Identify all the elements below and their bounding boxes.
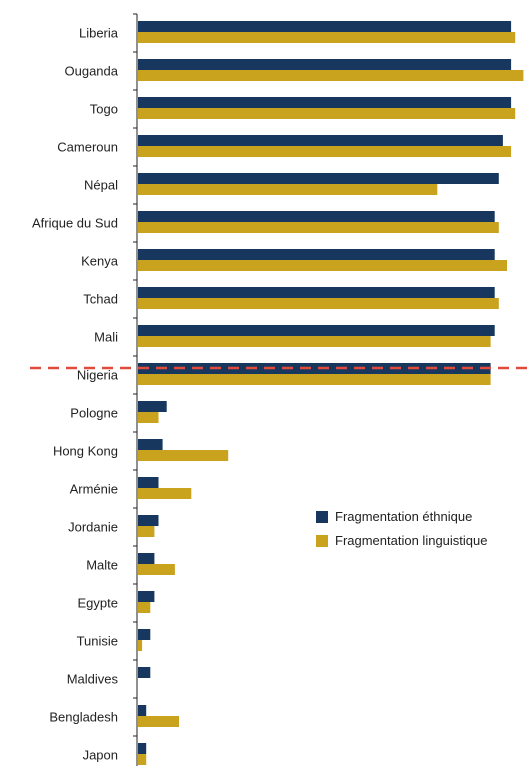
bar-japon-ethnique [138,743,147,754]
bar-afrique-du-sud-linguistique [138,222,499,233]
category-label-maldives: Maldives [67,672,119,687]
bar-tunisie-linguistique [138,640,143,651]
bar-nepal-linguistique [138,184,438,195]
category-label-nigeria: Nigeria [77,368,119,383]
legend-label-ethnique: Fragmentation éthnique [335,509,472,524]
category-label-tchad: Tchad [83,292,118,307]
category-labels: Liberia Ouganda Togo Cameroun Népal Afrique d… [32,26,119,763]
legend-label-linguistique: Fragmentation linguistique [335,533,487,548]
category-label-jordanie: Jordanie [68,520,118,535]
legend-swatch-linguistique [316,535,328,547]
bar-liberia-ethnique [138,21,512,32]
bar-bengladesh-ethnique [138,705,147,716]
bar-pologne-linguistique [138,412,159,423]
category-label-cameroun: Cameroun [57,140,118,155]
legend-swatch-ethnique [316,511,328,523]
category-label-japon: Japon [83,748,118,763]
bar-tchad-ethnique [138,287,495,298]
bar-malte-ethnique [138,553,155,564]
legend: Fragmentation éthnique Fragmentation lin… [316,509,487,548]
bar-togo-ethnique [138,97,512,108]
category-label-bengladesh: Bengladesh [49,710,118,725]
bar-egypte-linguistique [138,602,151,613]
category-label-kenya: Kenya [81,254,119,269]
bar-nigeria-ethnique [138,363,491,374]
bar-malte-linguistique [138,564,175,575]
category-label-nepal: Népal [84,178,118,193]
category-label-mali: Mali [94,330,118,345]
bar-afrique-du-sud-ethnique [138,211,495,222]
bar-bengladesh-linguistique [138,716,179,727]
bar-egypte-ethnique [138,591,155,602]
bar-japon-linguistique [138,754,147,765]
bar-liberia-linguistique [138,32,516,43]
category-label-malte: Malte [86,558,118,573]
bar-kenya-ethnique [138,249,495,260]
bar-jordanie-ethnique [138,515,159,526]
bar-tchad-linguistique [138,298,499,309]
bar-mali-linguistique [138,336,491,347]
bar-mali-ethnique [138,325,495,336]
bar-ouganda-ethnique [138,59,512,70]
bar-pologne-ethnique [138,401,167,412]
bar-tunisie-ethnique [138,629,151,640]
bar-hong-kong-linguistique [138,450,229,461]
bar-maldives-ethnique [138,667,151,678]
y-axis-ticks [133,13,137,737]
category-label-togo: Togo [90,102,118,117]
bar-kenya-linguistique [138,260,507,271]
category-label-egypte: Egypte [78,596,118,611]
category-label-liberia: Liberia [79,26,119,41]
bar-jordanie-linguistique [138,526,155,537]
category-label-tunisie: Tunisie [77,634,118,649]
category-label-afrique-du-sud: Afrique du Sud [32,216,118,231]
bar-togo-linguistique [138,108,516,119]
bar-nepal-ethnique [138,173,499,184]
category-label-armenie: Arménie [70,482,118,497]
bar-hong-kong-ethnique [138,439,163,450]
bar-nigeria-linguistique [138,374,491,385]
bar-cameroun-linguistique [138,146,512,157]
category-label-ouganda: Ouganda [65,64,119,79]
category-label-pologne: Pologne [70,406,118,421]
bars-layer [138,21,524,765]
category-label-hong-kong: Hong Kong [53,444,118,459]
bar-armenie-ethnique [138,477,159,488]
bar-cameroun-ethnique [138,135,503,146]
bar-armenie-linguistique [138,488,192,499]
bar-ouganda-linguistique [138,70,524,81]
